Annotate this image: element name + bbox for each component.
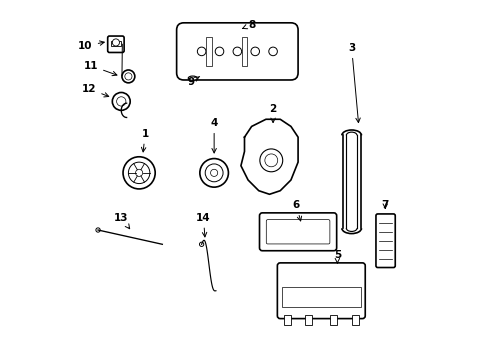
FancyBboxPatch shape (107, 36, 124, 53)
Circle shape (264, 154, 277, 167)
FancyBboxPatch shape (266, 220, 329, 244)
Circle shape (124, 73, 132, 80)
Ellipse shape (188, 76, 197, 80)
Text: 6: 6 (292, 200, 301, 221)
FancyBboxPatch shape (176, 23, 298, 80)
Circle shape (197, 47, 205, 56)
Circle shape (210, 169, 217, 176)
Text: 12: 12 (81, 84, 108, 97)
Circle shape (112, 39, 119, 46)
Circle shape (215, 47, 224, 56)
Bar (282, 287, 360, 307)
Text: 7: 7 (381, 200, 388, 210)
Text: 13: 13 (114, 212, 129, 229)
Circle shape (128, 162, 149, 184)
Circle shape (199, 242, 203, 247)
Text: 3: 3 (347, 43, 360, 122)
FancyBboxPatch shape (277, 263, 365, 319)
Circle shape (233, 47, 241, 56)
Text: 2: 2 (269, 104, 276, 122)
Circle shape (205, 164, 223, 182)
Circle shape (123, 157, 155, 189)
Circle shape (268, 47, 277, 56)
Circle shape (135, 169, 142, 176)
Bar (351, 315, 358, 325)
FancyBboxPatch shape (259, 213, 336, 251)
Bar (305, 315, 312, 325)
Circle shape (200, 158, 228, 187)
Bar (205, 37, 211, 66)
Text: 11: 11 (83, 61, 117, 76)
Circle shape (112, 93, 130, 111)
Text: 8: 8 (242, 19, 255, 30)
Circle shape (96, 228, 100, 232)
Circle shape (116, 97, 125, 106)
Circle shape (122, 70, 135, 83)
Text: 1: 1 (141, 129, 148, 152)
Text: 5: 5 (333, 250, 340, 263)
Circle shape (250, 47, 259, 56)
Circle shape (259, 149, 282, 172)
Text: 14: 14 (196, 212, 210, 237)
Bar (110, 41, 121, 46)
Polygon shape (241, 119, 298, 194)
Text: 9: 9 (187, 77, 199, 87)
Bar (283, 315, 290, 325)
Bar (241, 37, 247, 66)
Text: 4: 4 (210, 118, 217, 153)
FancyBboxPatch shape (375, 214, 394, 267)
Bar (329, 315, 337, 325)
Text: 10: 10 (78, 41, 104, 51)
